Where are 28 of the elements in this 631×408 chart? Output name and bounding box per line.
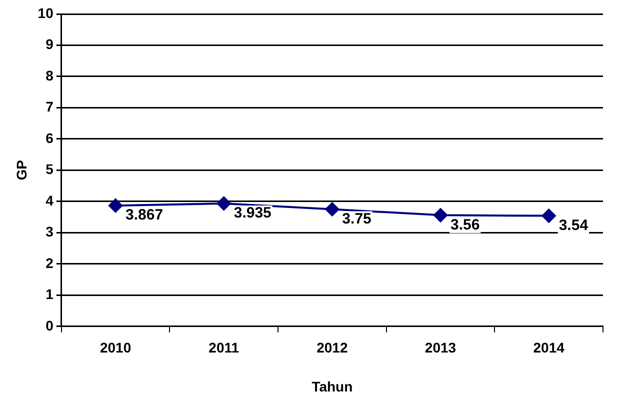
y-tick-label: 8 xyxy=(46,67,54,84)
y-tick-label: 7 xyxy=(46,98,54,115)
data-label: 3.75 xyxy=(342,210,372,228)
y-tick-label: 2 xyxy=(46,254,54,271)
point xyxy=(216,196,231,210)
x-tick-label: 2013 xyxy=(424,340,456,356)
point xyxy=(108,198,123,213)
x-tick-label: 2011 xyxy=(208,340,240,356)
point xyxy=(542,208,556,223)
x-tick-label: 2014 xyxy=(533,340,565,356)
y-tick-label: 1 xyxy=(46,286,54,302)
data-label: 3.54 xyxy=(558,216,589,234)
y-tick-label: 5 xyxy=(46,161,54,178)
x-tick-label: 2010 xyxy=(100,340,132,356)
y-tick-label: 4 xyxy=(46,192,54,208)
point xyxy=(325,202,340,216)
y-tick-label: 10 xyxy=(38,4,54,21)
data-label: 3.935 xyxy=(234,204,272,222)
y-axis-title: GP xyxy=(13,160,30,180)
data-label: 3.867 xyxy=(126,206,164,224)
y-tick-label: 6 xyxy=(46,130,54,146)
data-label: 3.56 xyxy=(450,216,480,234)
point xyxy=(434,208,448,222)
y-tick-label: 0 xyxy=(46,317,54,334)
x-axis-title: Tahun xyxy=(312,378,353,394)
y-tick-label: 3 xyxy=(46,224,54,240)
x-tick-label: 2012 xyxy=(316,340,348,356)
y-tick-label: 9 xyxy=(46,36,54,52)
